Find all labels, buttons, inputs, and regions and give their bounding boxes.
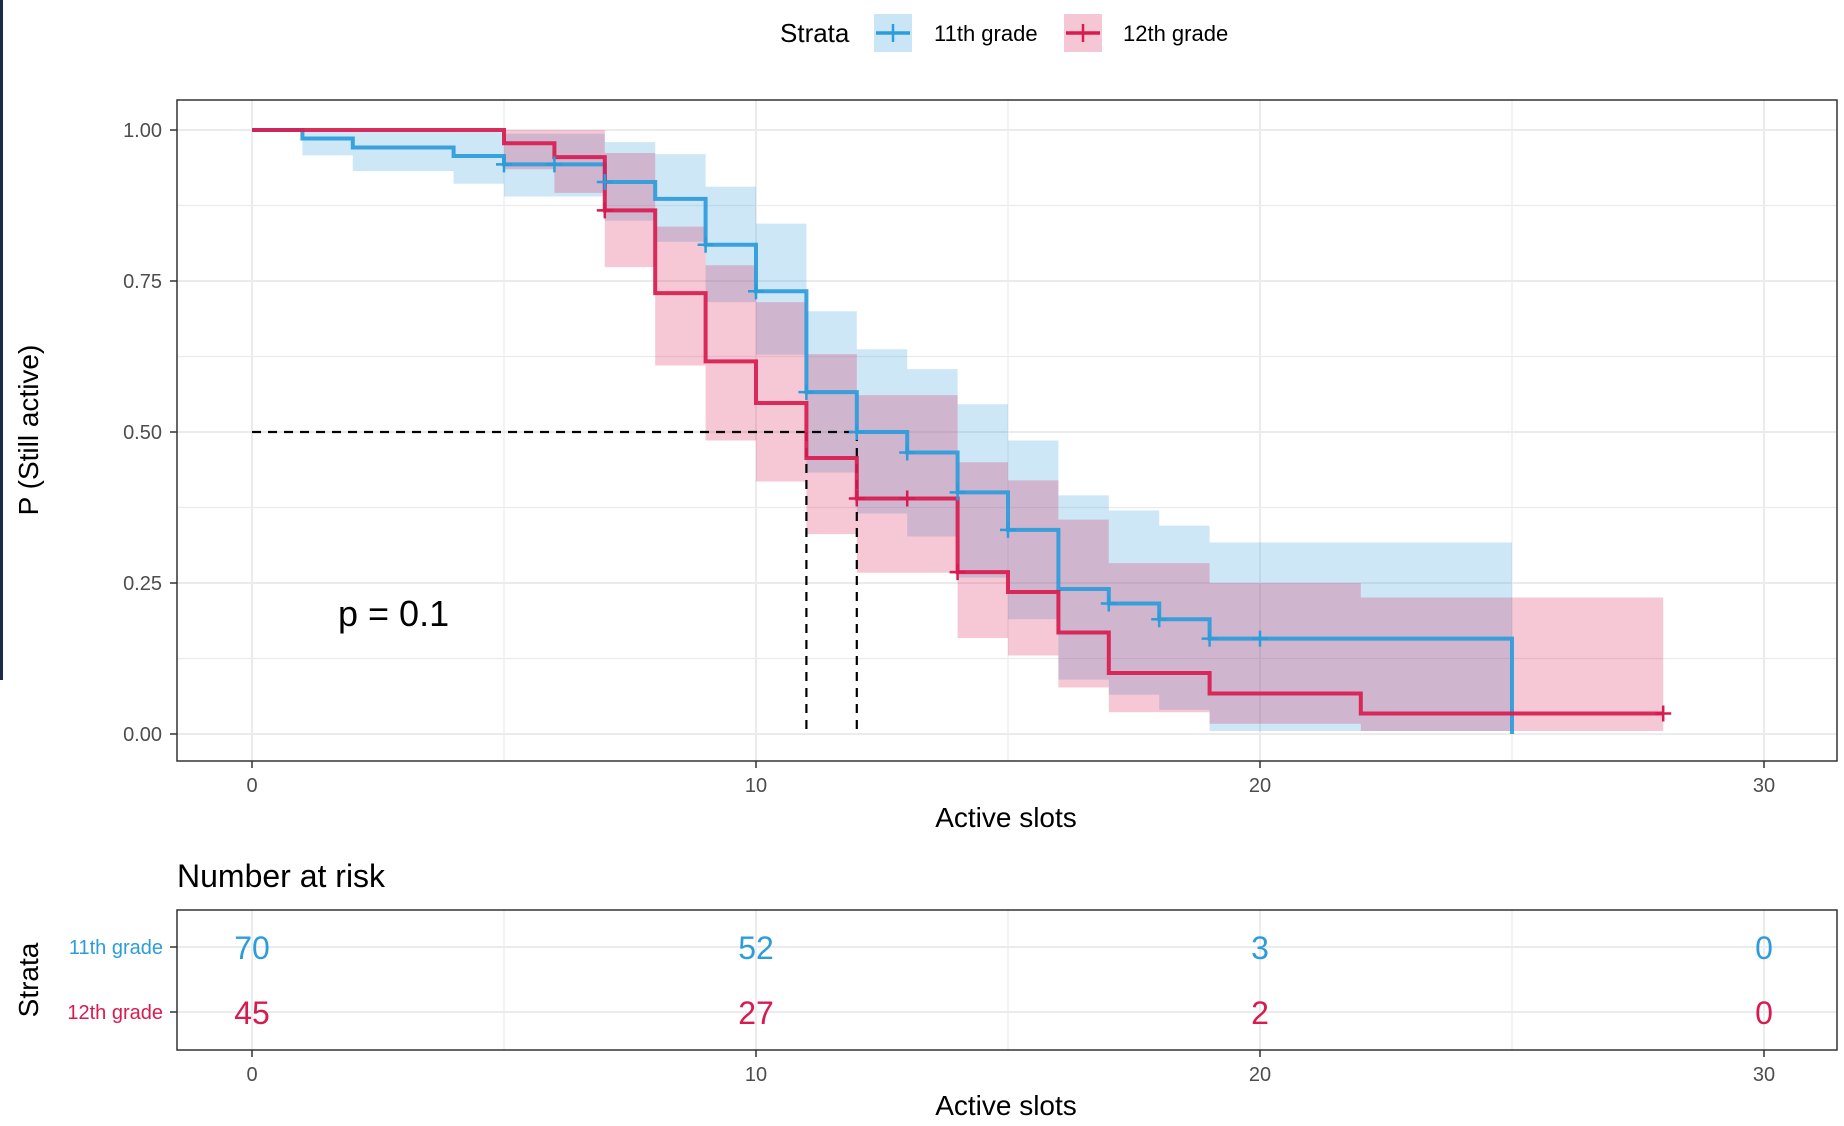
risk-count: 70 (234, 930, 270, 966)
censor-mark (1252, 630, 1268, 647)
risk-x-axis-title: Active slots (935, 1090, 1077, 1121)
censor-mark (1100, 595, 1117, 612)
censor-mark (899, 444, 916, 461)
risk-panel-border (176, 909, 1838, 1051)
y-axis-ticks: 0.00 0.25 0.50 0.75 1.00 (123, 120, 177, 746)
risk-count: 0 (1755, 995, 1773, 1031)
x-axis-ticks: 0 10 20 30 (246, 761, 1775, 797)
risk-x-axis-ticks: 0 10 20 30 (246, 1050, 1775, 1086)
risk-row-labels: 11th grade 12th grade (67, 937, 177, 1024)
censor-mark (1201, 630, 1218, 647)
censor-mark (596, 173, 613, 190)
risk-y-axis-title: Strata (13, 942, 44, 1017)
risk-table-gridlines (177, 910, 1837, 1050)
risk-count: 45 (234, 995, 270, 1031)
risk-row-label-12th: 12th grade (67, 1002, 163, 1024)
risk-x-tick-label: 20 (1249, 1064, 1271, 1086)
y-tick-label: 1.00 (123, 120, 162, 142)
censor-mark (1151, 611, 1168, 628)
censor-mark (546, 156, 563, 173)
risk-count: 52 (738, 930, 774, 966)
x-tick-label: 20 (1249, 775, 1271, 797)
censor-mark (949, 564, 966, 581)
main-panel-border (176, 99, 1838, 762)
censor-mark (949, 484, 966, 501)
censor-mark (1000, 521, 1016, 538)
ci-band-12th (252, 130, 1664, 731)
y-tick-label: 0.75 (123, 271, 162, 293)
legend-label-12th: 12th grade (1123, 21, 1228, 46)
legend-title: Strata (780, 18, 850, 48)
left-edge-strip (0, 0, 3, 680)
risk-row-label-11th: 11th grade (69, 937, 163, 959)
y-axis-title: P (Still active) (13, 345, 44, 516)
censor-mark (496, 156, 512, 173)
censor-mark (1655, 705, 1672, 722)
x-tick-label: 0 (246, 775, 257, 797)
risk-x-tick-label: 0 (246, 1064, 257, 1086)
censor-mark (848, 424, 865, 440)
legend-label-11th: 11th grade (934, 21, 1038, 46)
legend: Strata 11th grade 12th grade (780, 14, 1228, 52)
km-curve-12th (252, 128, 1664, 716)
risk-counts: 70 52 3 0 45 27 2 0 (234, 930, 1773, 1031)
legend-item-11th: 11th grade (874, 14, 1038, 52)
risk-x-tick-label: 30 (1753, 1064, 1775, 1086)
x-axis-title: Active slots (935, 802, 1077, 833)
x-tick-label: 30 (1753, 775, 1775, 797)
censor-mark (596, 202, 613, 219)
censor-mark (697, 236, 714, 253)
x-tick-label: 10 (745, 775, 767, 797)
risk-count: 3 (1251, 930, 1269, 966)
p-value-annotation: p = 0.1 (338, 593, 449, 634)
confidence-bands (252, 130, 1664, 731)
censor-mark (848, 490, 865, 507)
censor-mark (798, 384, 815, 401)
legend-item-12th: 12th grade (1064, 14, 1228, 52)
censor-marks (496, 156, 1672, 722)
risk-count: 2 (1251, 995, 1269, 1031)
censor-mark (748, 283, 764, 300)
risk-count: 27 (738, 995, 774, 1031)
risk-x-tick-label: 10 (745, 1064, 767, 1086)
censor-mark (899, 490, 916, 507)
y-tick-label: 0.00 (123, 724, 162, 746)
risk-count: 0 (1755, 930, 1773, 966)
risk-table-title: Number at risk (177, 858, 386, 894)
main-gridlines (177, 100, 1837, 761)
y-tick-label: 0.50 (123, 422, 162, 444)
y-tick-label: 0.25 (123, 573, 162, 595)
